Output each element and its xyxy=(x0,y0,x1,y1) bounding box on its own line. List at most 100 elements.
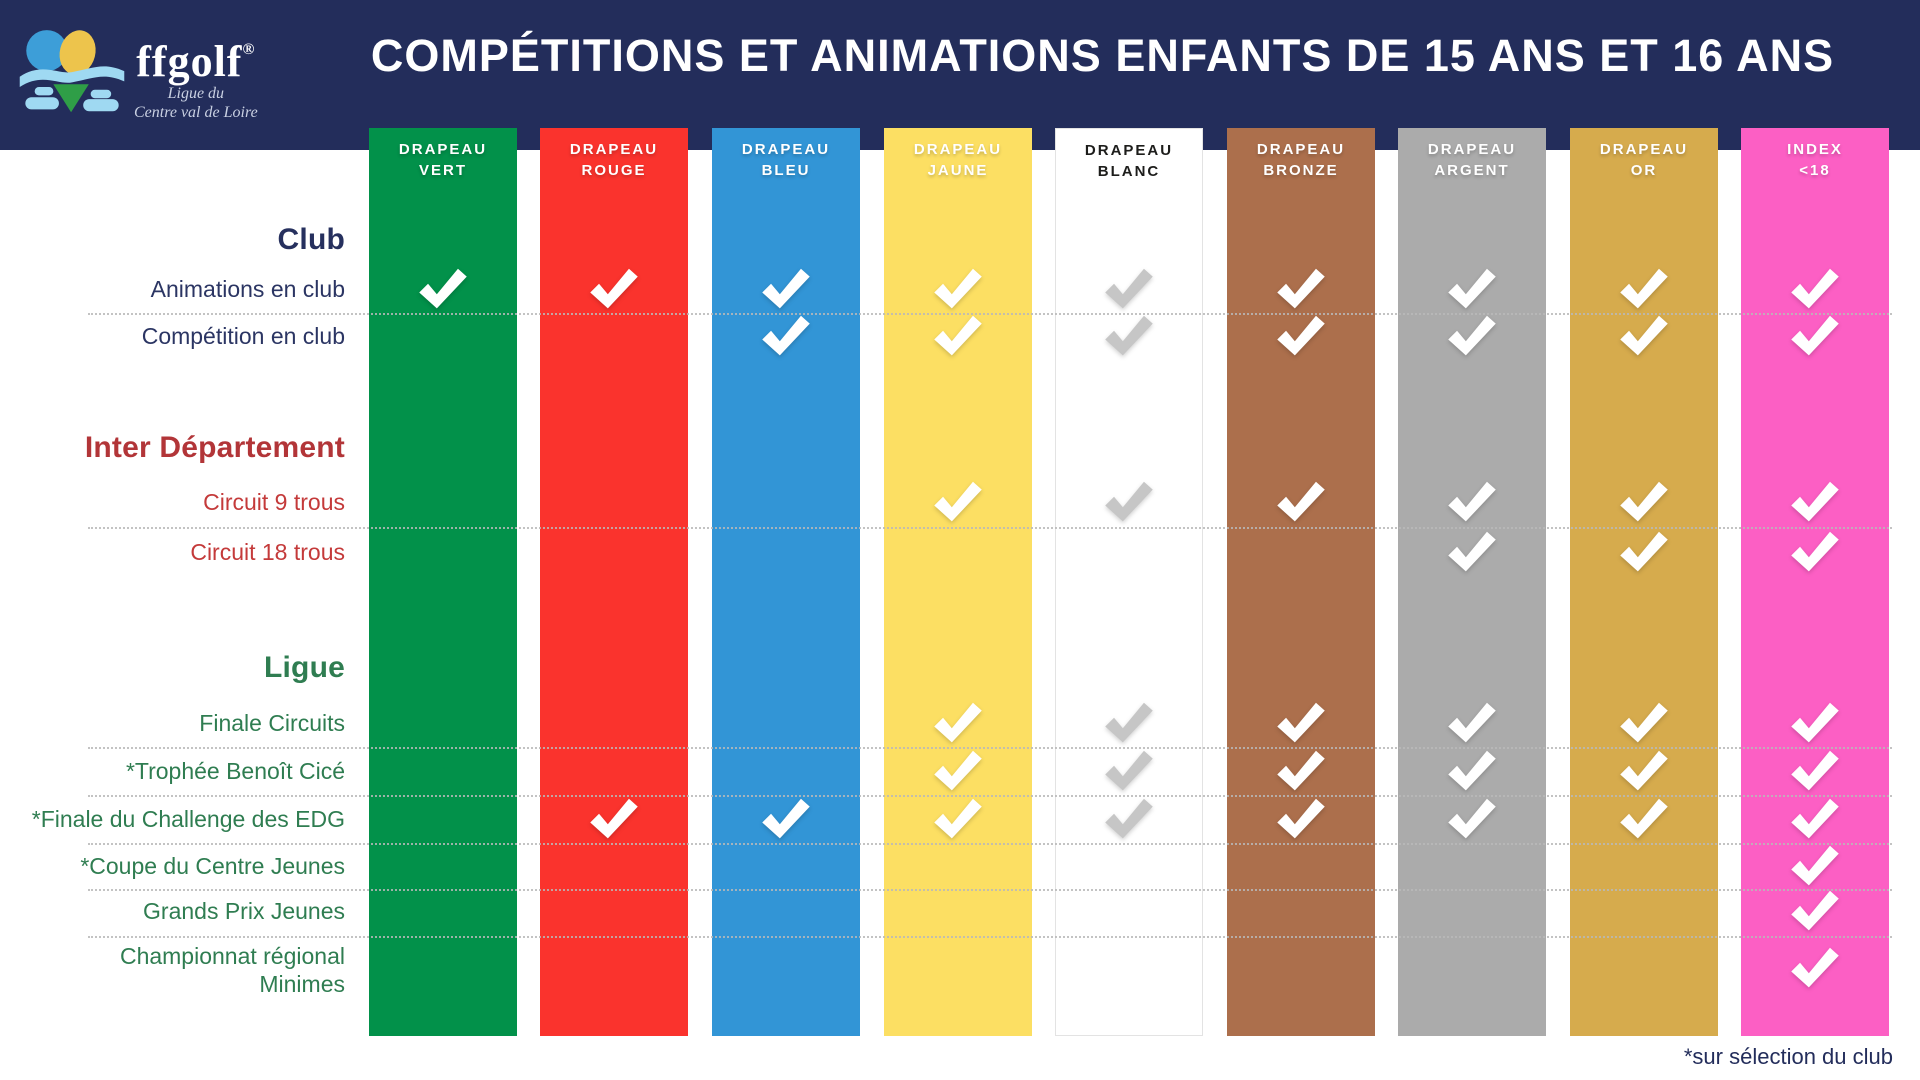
row-label-coupe-centre-jeunes: *Coupe du Centre Jeunes xyxy=(80,853,345,879)
check-icon xyxy=(419,268,467,309)
check-icon xyxy=(1448,750,1496,791)
check-icon xyxy=(1448,268,1496,309)
page-title: COMPÉTITIONS ET ANIMATIONS ENFANTS DE 15… xyxy=(370,30,1835,81)
row-label-line1: Championnat régional xyxy=(119,943,345,969)
check-icon xyxy=(1791,481,1839,522)
check-icon xyxy=(1448,481,1496,522)
column-header-line1: DRAPEAU xyxy=(1256,141,1346,158)
registered-mark: ® xyxy=(242,41,256,58)
column-drapeau-bleu: DRAPEAU BLEU xyxy=(712,128,860,1036)
column-header-line1: DRAPEAU xyxy=(569,141,659,158)
check-icon xyxy=(1791,315,1839,356)
row-label-line2: Minimes xyxy=(259,971,345,997)
row-label-finale-circuits: Finale Circuits xyxy=(199,710,345,736)
check-icon xyxy=(1620,750,1668,791)
row-separator xyxy=(88,843,1892,845)
row-label-grands-prix-jeunes: Grands Prix Jeunes xyxy=(143,898,345,924)
check-icon xyxy=(1277,481,1325,522)
row-separator xyxy=(88,889,1892,891)
check-icon xyxy=(590,268,638,309)
check-icon xyxy=(1277,798,1325,839)
column-header-line2: VERT xyxy=(418,162,467,179)
row-label-circuit-9-trous: Circuit 9 trous xyxy=(203,489,345,515)
column-header-line2: BRONZE xyxy=(1263,162,1339,179)
check-icon xyxy=(1105,702,1153,743)
column-header-line1: DRAPEAU xyxy=(1427,141,1517,158)
check-icon xyxy=(1620,702,1668,743)
column-drapeau-bronze: DRAPEAU BRONZE xyxy=(1227,128,1375,1036)
footnote: *sur sélection du club xyxy=(1683,1044,1893,1069)
check-icon xyxy=(1620,531,1668,572)
check-icon xyxy=(1105,481,1153,522)
column-header-line1: DRAPEAU xyxy=(398,141,488,158)
check-icon xyxy=(1105,750,1153,791)
logo-subtitle-line2: Centre val de Loire xyxy=(134,104,258,121)
ffgolf-logo: ffgolf® Ligue du Centre val de Loire xyxy=(16,4,306,146)
ffgolf-logo-icon xyxy=(16,14,128,137)
column-header-drapeau-jaune: DRAPEAU JAUNE xyxy=(884,128,1032,181)
column-header-line2: OR xyxy=(1630,162,1658,179)
column-drapeau-jaune: DRAPEAU JAUNE xyxy=(884,128,1032,1036)
column-header-line2: BLANC xyxy=(1097,163,1161,180)
check-icon xyxy=(1791,531,1839,572)
check-icon xyxy=(1791,798,1839,839)
column-header-line1: DRAPEAU xyxy=(741,141,831,158)
section-heading-inter-d-partement: Inter Département xyxy=(84,431,345,464)
check-icon xyxy=(1791,845,1839,886)
row-label-circuit-18-trous: Circuit 18 trous xyxy=(190,539,345,565)
column-header-drapeau-rouge: DRAPEAU ROUGE xyxy=(540,128,688,181)
column-drapeau-or: DRAPEAU OR xyxy=(1570,128,1718,1036)
check-icon xyxy=(1277,315,1325,356)
logo-subtitle-line1: Ligue du xyxy=(167,85,225,102)
check-icon xyxy=(1620,315,1668,356)
check-icon xyxy=(934,750,982,791)
check-icon xyxy=(1277,702,1325,743)
top-banner xyxy=(0,0,1920,150)
check-icon xyxy=(1791,268,1839,309)
column-header-drapeau-blanc: DRAPEAU BLANC xyxy=(1056,129,1202,182)
check-icon xyxy=(934,315,982,356)
column-header-drapeau-argent: DRAPEAU ARGENT xyxy=(1398,128,1546,181)
row-label-trophee-benoit-cice: *Trophée Benoît Cicé xyxy=(125,758,345,784)
column-header-index-moins-18: INDEX <18 xyxy=(1741,128,1889,181)
check-icon xyxy=(1105,315,1153,356)
check-icon xyxy=(1277,268,1325,309)
column-header-line1: DRAPEAU xyxy=(1599,141,1689,158)
section-heading-club: Club xyxy=(277,223,345,256)
check-icon xyxy=(1448,798,1496,839)
row-separator xyxy=(88,747,1892,749)
check-icon xyxy=(1791,750,1839,791)
row-separator xyxy=(88,527,1892,529)
row-label-competition-en-club: Compétition en club xyxy=(141,323,345,349)
column-drapeau-vert: DRAPEAU VERT xyxy=(369,128,517,1036)
check-icon xyxy=(1620,268,1668,309)
check-icon xyxy=(1791,702,1839,743)
ffgolf-logo-text: ffgolf® Ligue du Centre val de Loire xyxy=(134,28,258,122)
check-icon xyxy=(934,268,982,309)
column-header-drapeau-bleu: DRAPEAU BLEU xyxy=(712,128,860,181)
check-icon xyxy=(762,798,810,839)
column-header-line1: INDEX xyxy=(1787,141,1843,158)
check-icon xyxy=(762,268,810,309)
row-separator xyxy=(88,795,1892,797)
column-header-drapeau-bronze: DRAPEAU BRONZE xyxy=(1227,128,1375,181)
column-header-line2: ARGENT xyxy=(1434,162,1510,179)
check-icon xyxy=(1620,481,1668,522)
section-heading-ligue: Ligue xyxy=(264,651,345,684)
check-icon xyxy=(1791,890,1839,931)
column-drapeau-argent: DRAPEAU ARGENT xyxy=(1398,128,1546,1036)
check-icon xyxy=(762,315,810,356)
row-label-championnat-regional-minimes: Championnat régional Minimes xyxy=(0,942,345,998)
ffgolf-brand: ffgolf® xyxy=(136,37,256,86)
check-icon xyxy=(1448,702,1496,743)
check-icon xyxy=(1105,268,1153,309)
column-header-line2: BLEU xyxy=(761,162,811,179)
column-header-line2: ROUGE xyxy=(581,162,647,179)
column-header-drapeau-vert: DRAPEAU VERT xyxy=(369,128,517,181)
check-icon xyxy=(1620,798,1668,839)
check-icon xyxy=(590,798,638,839)
row-separator xyxy=(88,313,1892,315)
row-label-animations-en-club: Animations en club xyxy=(150,276,345,302)
column-drapeau-blanc: DRAPEAU BLANC xyxy=(1055,128,1203,1036)
